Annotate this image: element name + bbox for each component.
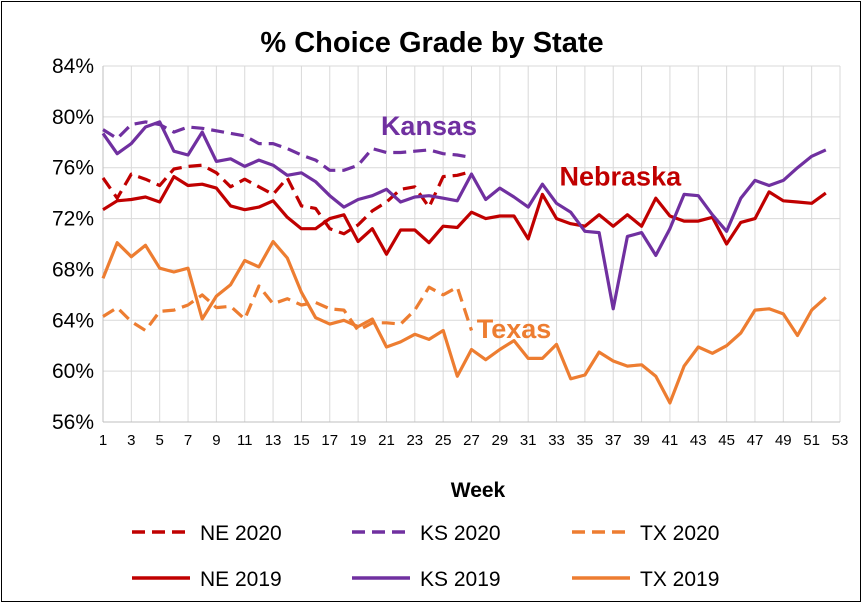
x-tick-label: 25 bbox=[435, 432, 452, 449]
x-axis-label: Week bbox=[451, 479, 506, 502]
legend-label: NE 2019 bbox=[200, 568, 282, 591]
x-tick-label: 5 bbox=[156, 432, 164, 449]
y-tick-label: 68% bbox=[52, 258, 94, 281]
y-tick-label: 60% bbox=[52, 360, 94, 383]
legend-label: NE 2020 bbox=[200, 522, 282, 545]
y-tick-label: 56% bbox=[52, 411, 94, 434]
y-axis-ticks: 56% 60% 64% 68% 72% 76% 80% 84% bbox=[52, 55, 94, 434]
legend-item: TX 2019 bbox=[572, 568, 719, 591]
x-tick-label: 11 bbox=[237, 432, 253, 449]
x-tick-label: 39 bbox=[633, 432, 650, 449]
series-lines bbox=[101, 120, 827, 405]
series-line-ne-2019 bbox=[102, 175, 827, 256]
x-tick-label: 15 bbox=[293, 432, 310, 449]
grid-lines bbox=[102, 65, 841, 423]
x-tick-label: 17 bbox=[321, 432, 338, 449]
x-tick-label: 37 bbox=[605, 432, 622, 449]
series-line-ks-2019 bbox=[101, 120, 827, 311]
annotation-nebraska: Nebraska bbox=[560, 162, 683, 192]
x-tick-label: 9 bbox=[212, 432, 220, 449]
series-line-tx-2020 bbox=[102, 284, 474, 333]
x-axis-ticks: 1 3 5 7 9 11 13 15 17 19 21 23 25 27 29 31 33 35 37 39 41 43 4… bbox=[99, 432, 849, 449]
x-tick-label: 23 bbox=[406, 432, 423, 449]
x-tick-label: 49 bbox=[775, 432, 792, 449]
x-tick-label: 33 bbox=[548, 432, 565, 449]
legend-label: TX 2019 bbox=[640, 568, 719, 591]
legend-item: TX 2020 bbox=[572, 522, 719, 545]
x-tick-label: 3 bbox=[127, 432, 135, 449]
chart-title: % Choice Grade by State bbox=[260, 27, 603, 59]
x-tick-label: 47 bbox=[747, 432, 764, 449]
x-tick-label: 27 bbox=[463, 432, 480, 449]
legend-item: KS 2020 bbox=[352, 522, 501, 545]
x-tick-label: 19 bbox=[350, 432, 367, 449]
x-tick-label: 35 bbox=[577, 432, 594, 449]
legend: NE 2020 KS 2020 TX 2020 NE 2019 KS 2019 TX 20… bbox=[132, 522, 719, 591]
x-tick-label: 51 bbox=[803, 432, 820, 449]
legend-item: NE 2019 bbox=[132, 568, 282, 591]
legend-label: KS 2020 bbox=[420, 522, 501, 545]
x-tick-label: 21 bbox=[378, 432, 395, 449]
legend-item: NE 2020 bbox=[132, 522, 282, 545]
x-tick-label: 13 bbox=[265, 432, 282, 449]
x-tick-label: 1 bbox=[99, 432, 107, 449]
annotations: Kansas Nebraska Texas bbox=[381, 111, 682, 344]
y-tick-label: 64% bbox=[52, 309, 94, 332]
y-tick-label: 76% bbox=[52, 157, 94, 180]
legend-label: KS 2019 bbox=[420, 568, 501, 591]
x-tick-label: 43 bbox=[690, 432, 707, 449]
annotation-texas: Texas bbox=[477, 314, 552, 344]
x-tick-label: 53 bbox=[832, 432, 849, 449]
legend-item: KS 2019 bbox=[352, 568, 501, 591]
y-tick-label: 72% bbox=[52, 208, 94, 231]
legend-label: TX 2020 bbox=[640, 522, 719, 545]
series-line-tx-2019 bbox=[101, 239, 827, 405]
x-tick-label: 41 bbox=[662, 432, 679, 449]
series-line-ks-2020 bbox=[102, 120, 472, 172]
x-tick-label: 29 bbox=[492, 432, 509, 449]
annotation-kansas: Kansas bbox=[381, 111, 477, 141]
series-line-ne-2020 bbox=[101, 163, 472, 236]
x-tick-label: 7 bbox=[184, 432, 192, 449]
x-tick-label: 31 bbox=[520, 432, 537, 449]
x-tick-label: 45 bbox=[718, 432, 735, 449]
y-tick-label: 84% bbox=[52, 55, 94, 78]
y-tick-label: 80% bbox=[52, 106, 94, 129]
